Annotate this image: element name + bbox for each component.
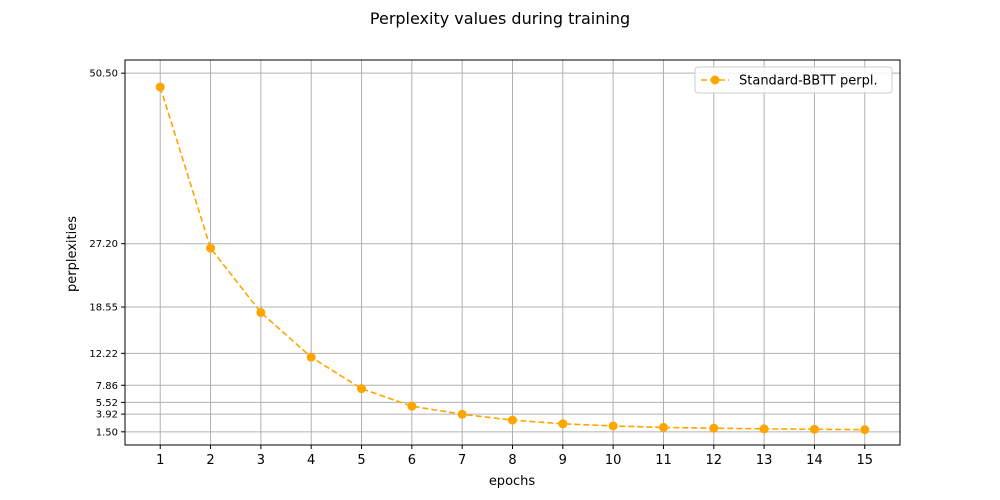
- x-tick-label: 15: [856, 453, 873, 468]
- data-point: [306, 352, 316, 362]
- x-tick-label: 12: [706, 453, 723, 468]
- data-point: [256, 308, 266, 318]
- data-point: [558, 419, 568, 429]
- data-point: [206, 243, 216, 253]
- x-tick-label: 13: [756, 453, 773, 468]
- plot-area-frame: [124, 59, 901, 446]
- data-point: [809, 424, 819, 434]
- y-tick-label: 3.92: [96, 410, 118, 421]
- data-point: [709, 423, 719, 433]
- x-tick-label: 2: [206, 453, 214, 468]
- y-tick-label: 18.55: [89, 303, 118, 314]
- x-tick-label: 8: [508, 453, 516, 468]
- x-axis-ticks: 1 2 3 4 5 6 7 8 9 10 11 12 13 14 15: [156, 445, 873, 468]
- data-point: [407, 401, 417, 411]
- x-tick-label: 9: [559, 453, 567, 468]
- y-axis-ticks: 1.50 3.925.52 7.86 12.22 18.55 27.20 50.50: [89, 69, 125, 438]
- legend-label: Standard-BBTT perpl.: [739, 74, 878, 89]
- data-point: [658, 422, 668, 432]
- legend-marker-swatch: [710, 75, 720, 85]
- x-tick-label: 6: [408, 453, 416, 468]
- legend: Standard-BBTT perpl.: [694, 66, 893, 94]
- x-tick-label: 4: [307, 453, 315, 468]
- x-tick-label: 7: [458, 453, 466, 468]
- y-tick-label: 1.50: [96, 427, 118, 438]
- x-tick-label: 1: [156, 453, 164, 468]
- series-layer: [155, 82, 870, 435]
- data-point: [508, 415, 517, 425]
- y-tick-label: 7.86: [96, 381, 118, 392]
- x-tick-label: 3: [257, 453, 265, 468]
- data-point: [860, 425, 870, 435]
- y-tick-label: 27.20: [89, 239, 118, 250]
- x-tick-label: 5: [357, 453, 365, 468]
- x-tick-label: 10: [605, 453, 622, 468]
- x-tick-label: 11: [655, 453, 672, 468]
- y-tick-label: 5.52: [96, 398, 118, 409]
- legend-box: [694, 66, 893, 94]
- data-point: [759, 424, 769, 434]
- data-point: [608, 421, 618, 431]
- data-point: [357, 384, 367, 394]
- chart-title: Perplexity values during training: [370, 9, 630, 28]
- x-axis-label: epochs: [489, 474, 536, 489]
- x-tick-label: 14: [806, 453, 823, 468]
- data-point: [155, 82, 165, 92]
- y-tick-label: 12.22: [89, 349, 118, 360]
- y-tick-label: 50.50: [89, 69, 118, 80]
- data-point: [457, 409, 467, 419]
- y-axis-label: perplexities: [65, 216, 80, 292]
- grid-lines: [125, 60, 900, 445]
